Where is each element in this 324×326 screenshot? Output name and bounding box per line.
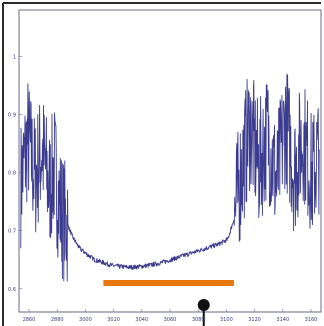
- y-axis: 0.6 0.7 0.8 0.9 1: [8, 54, 22, 293]
- x-tick-label: 3120: [248, 317, 261, 323]
- x-tick-label: 3140: [276, 317, 289, 323]
- y-tick-label: 1: [13, 54, 16, 60]
- x-tick-label: 2860: [23, 317, 36, 323]
- series-layer: [20, 73, 320, 282]
- x-tick-label: 3040: [135, 317, 148, 323]
- x-tick-label: 3160: [305, 317, 318, 323]
- x-tick-label: 3060: [164, 317, 177, 323]
- x-tick-label: 3080: [192, 317, 205, 323]
- x-tick-label: 3000: [79, 317, 92, 323]
- pin-head: [197, 299, 210, 312]
- series-line-0: [20, 73, 320, 282]
- y-tick-label: 0.7: [8, 229, 16, 235]
- annotation-layer: [103, 279, 234, 326]
- x-tick-label: 3020: [107, 317, 120, 323]
- x-axis: 2860 2880 3000 3020 3040 3060 3080 3100 3120 3140…: [23, 309, 318, 323]
- y-tick-label: 0.9: [8, 113, 16, 119]
- x-tick-label: 2880: [51, 317, 64, 323]
- x-tick-label: 3100: [220, 317, 233, 323]
- y-tick-label: 0.6: [8, 287, 16, 293]
- y-tick-label: 0.8: [8, 171, 16, 177]
